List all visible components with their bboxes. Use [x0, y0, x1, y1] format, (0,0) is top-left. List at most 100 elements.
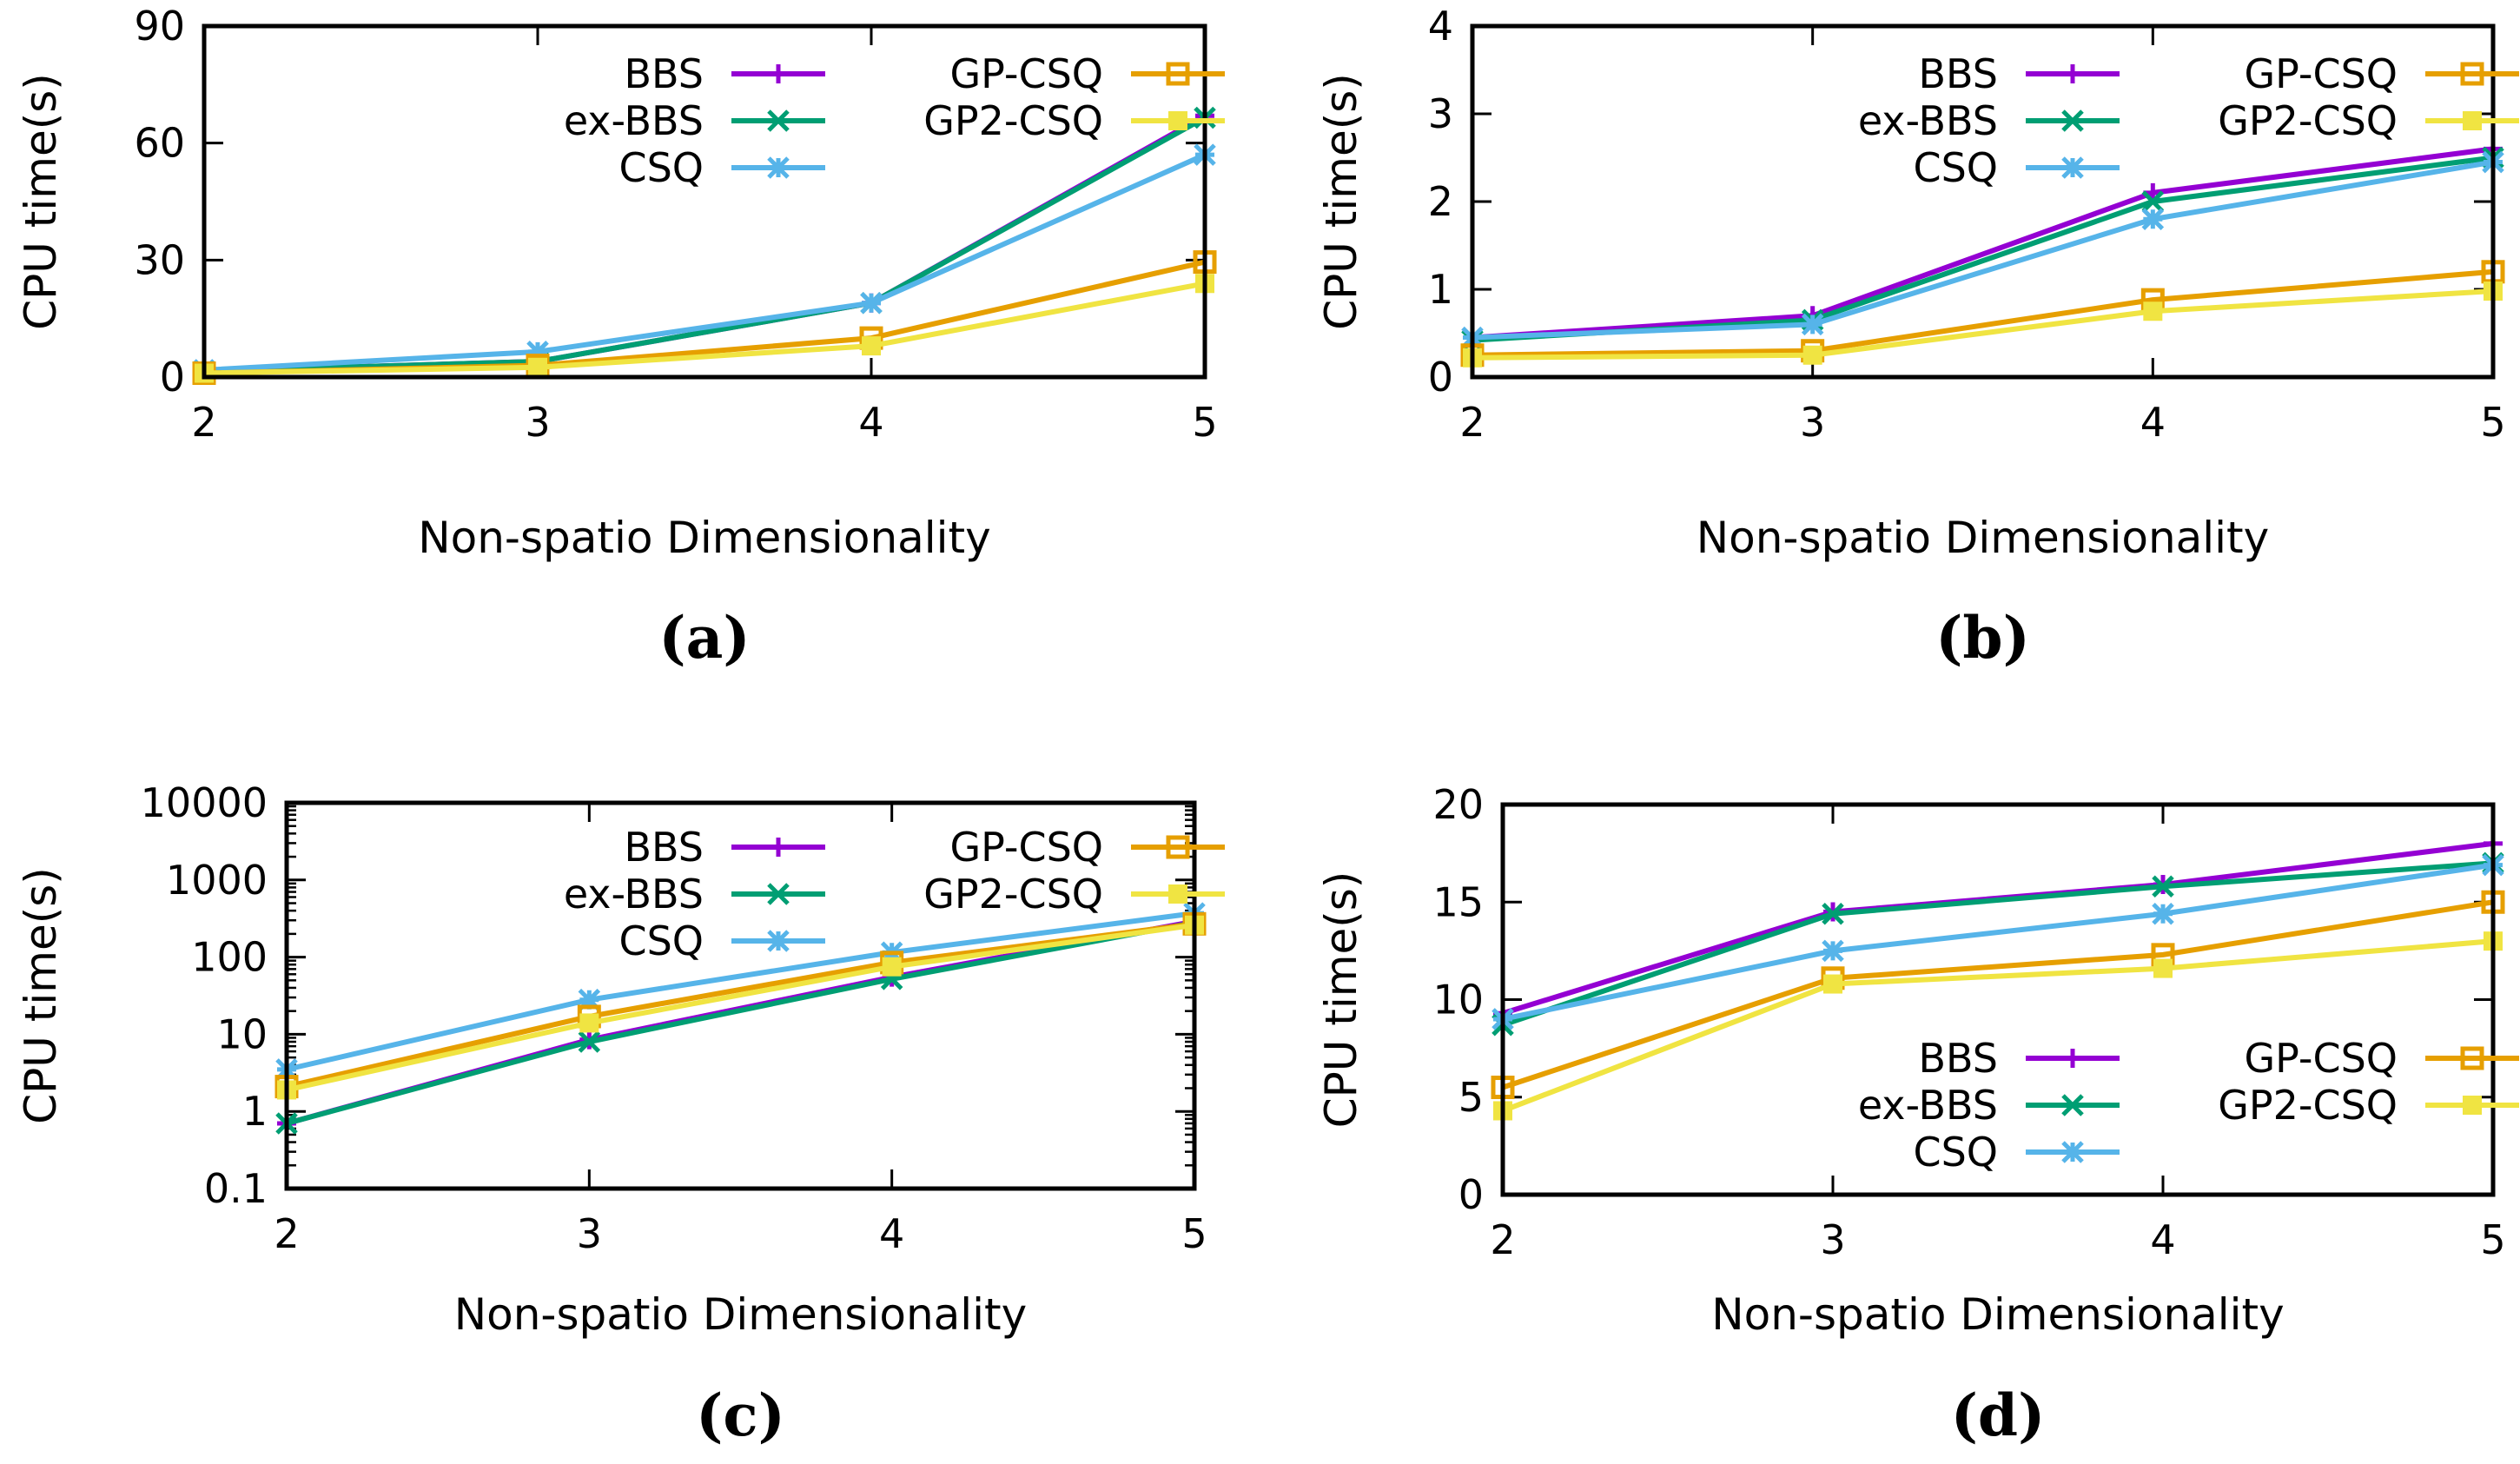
series-ex-bbs	[275, 911, 1206, 1135]
legend-label: ex-BBS	[1858, 1082, 1998, 1129]
legend-marker	[1166, 835, 1190, 859]
series-line	[203, 281, 1206, 376]
legend-label: ex-BBS	[564, 871, 704, 917]
x-axis-label: Non-spatio Dimensionality	[454, 1289, 1028, 1340]
x-tick-label: 3	[577, 1210, 602, 1257]
legend-label: GP-CSQ	[950, 824, 1104, 871]
legend-marker	[2463, 1096, 2482, 1115]
series-line	[1502, 899, 2494, 1090]
legend-item-bbs: BBS	[624, 50, 825, 97]
legend-label: GP-CSQ	[950, 50, 1104, 97]
y-tick-label: 90	[134, 3, 185, 50]
y-axis-label: CPU time(s)	[1316, 871, 1366, 1129]
legend-marker	[2463, 111, 2482, 130]
y-tick-label: 4	[1428, 3, 1453, 50]
panel-caption: (c)	[696, 1381, 785, 1449]
x-tick-label: 4	[2150, 1216, 2175, 1263]
y-tick-label: 1	[1428, 266, 1453, 313]
data-point	[2141, 208, 2165, 230]
series-line	[203, 115, 1207, 374]
series-line	[1472, 159, 2494, 341]
series-bbs	[1493, 833, 2503, 1023]
series-line	[1501, 938, 2494, 1114]
legend-item-csq: CSQ	[618, 917, 825, 964]
legend-item-ex-bbs: ex-BBS	[1858, 1082, 2120, 1129]
legend-label: BBS	[1918, 50, 1998, 97]
series-ex-bbs	[1491, 851, 2504, 1037]
legend-marker	[2063, 64, 2082, 83]
legend-marker	[2061, 1094, 2084, 1116]
x-tick-label: 3	[525, 399, 550, 446]
legend-item-bbs: BBS	[1918, 1035, 2120, 1082]
panel-caption: (d)	[1951, 1381, 2046, 1449]
y-tick-label: 10000	[141, 779, 268, 826]
data-point	[1822, 939, 1844, 963]
x-tick-label: 5	[1181, 1210, 1207, 1257]
series-gp2-csq	[277, 915, 1204, 1100]
legend-marker	[769, 64, 788, 83]
legend-marker	[1168, 884, 1187, 904]
y-tick-label: 15	[1432, 878, 1484, 925]
plot-frame	[284, 800, 1197, 1191]
legend-marker	[2061, 156, 2084, 179]
x-tick-label: 5	[2480, 1216, 2505, 1263]
legend-label: GP2-CSQ	[923, 97, 1103, 144]
data-point	[882, 957, 902, 977]
legend-item-gp2-csq: GP2-CSQ	[2218, 1082, 2519, 1129]
legend-label: BBS	[1918, 1035, 1998, 1082]
series-bbs	[195, 106, 1214, 381]
legend-label: CSQ	[618, 917, 704, 964]
series-line	[286, 919, 1195, 1126]
plot-frame	[202, 23, 1207, 380]
legend-marker	[767, 930, 790, 952]
data-point	[2143, 301, 2163, 321]
series-line	[1472, 146, 2494, 341]
y-tick-label: 0	[1428, 354, 1453, 401]
data-point	[2152, 875, 2174, 898]
data-point	[1823, 974, 1842, 994]
legend-marker	[767, 883, 790, 905]
series-line	[286, 911, 1195, 1072]
data-point	[1822, 902, 1844, 925]
y-tick-label: 1	[242, 1088, 268, 1135]
x-tick-label: 4	[2140, 399, 2166, 446]
legend-label: GP-CSQ	[2245, 1035, 2398, 1082]
legend-item-bbs: BBS	[1918, 50, 2120, 97]
plot-frame	[1500, 802, 2496, 1197]
legend-item-gp-csq: GP-CSQ	[950, 824, 1225, 871]
legend-label: CSQ	[618, 144, 704, 191]
legend-item-ex-bbs: ex-BBS	[564, 97, 825, 144]
data-point	[860, 291, 883, 315]
legend-marker	[2460, 1046, 2484, 1070]
series-ex-bbs	[193, 106, 1216, 383]
y-tick-label: 5	[1458, 1074, 1484, 1121]
legend-marker	[767, 156, 790, 179]
data-point	[1801, 313, 1824, 336]
x-axis-label: Non-spatio Dimensionality	[418, 513, 991, 563]
x-tick-label: 2	[1490, 1216, 1515, 1263]
series-gp-csq	[1460, 260, 2505, 368]
series-line	[286, 918, 1195, 1126]
series-line	[1472, 288, 2494, 361]
y-tick-label: 0.1	[204, 1165, 268, 1212]
legend-label: CSQ	[1913, 1129, 1998, 1176]
legend-item-csq: CSQ	[618, 144, 825, 191]
legend-label: GP2-CSQ	[2218, 1082, 2398, 1129]
y-tick-label: 10	[216, 1010, 268, 1057]
legend-item-ex-bbs: ex-BBS	[564, 871, 825, 917]
y-tick-label: 20	[1432, 781, 1484, 828]
data-point	[2141, 190, 2165, 213]
x-axis-label: Non-spatio Dimensionality	[1697, 513, 2270, 563]
y-tick-label: 60	[134, 120, 185, 167]
legend-item-gp-csq: GP-CSQ	[950, 50, 1225, 97]
legend-marker	[767, 109, 790, 132]
legend-item-gp2-csq: GP2-CSQ	[923, 871, 1225, 917]
legend-item-csq: CSQ	[1913, 144, 2120, 191]
legend-marker	[2460, 62, 2484, 86]
